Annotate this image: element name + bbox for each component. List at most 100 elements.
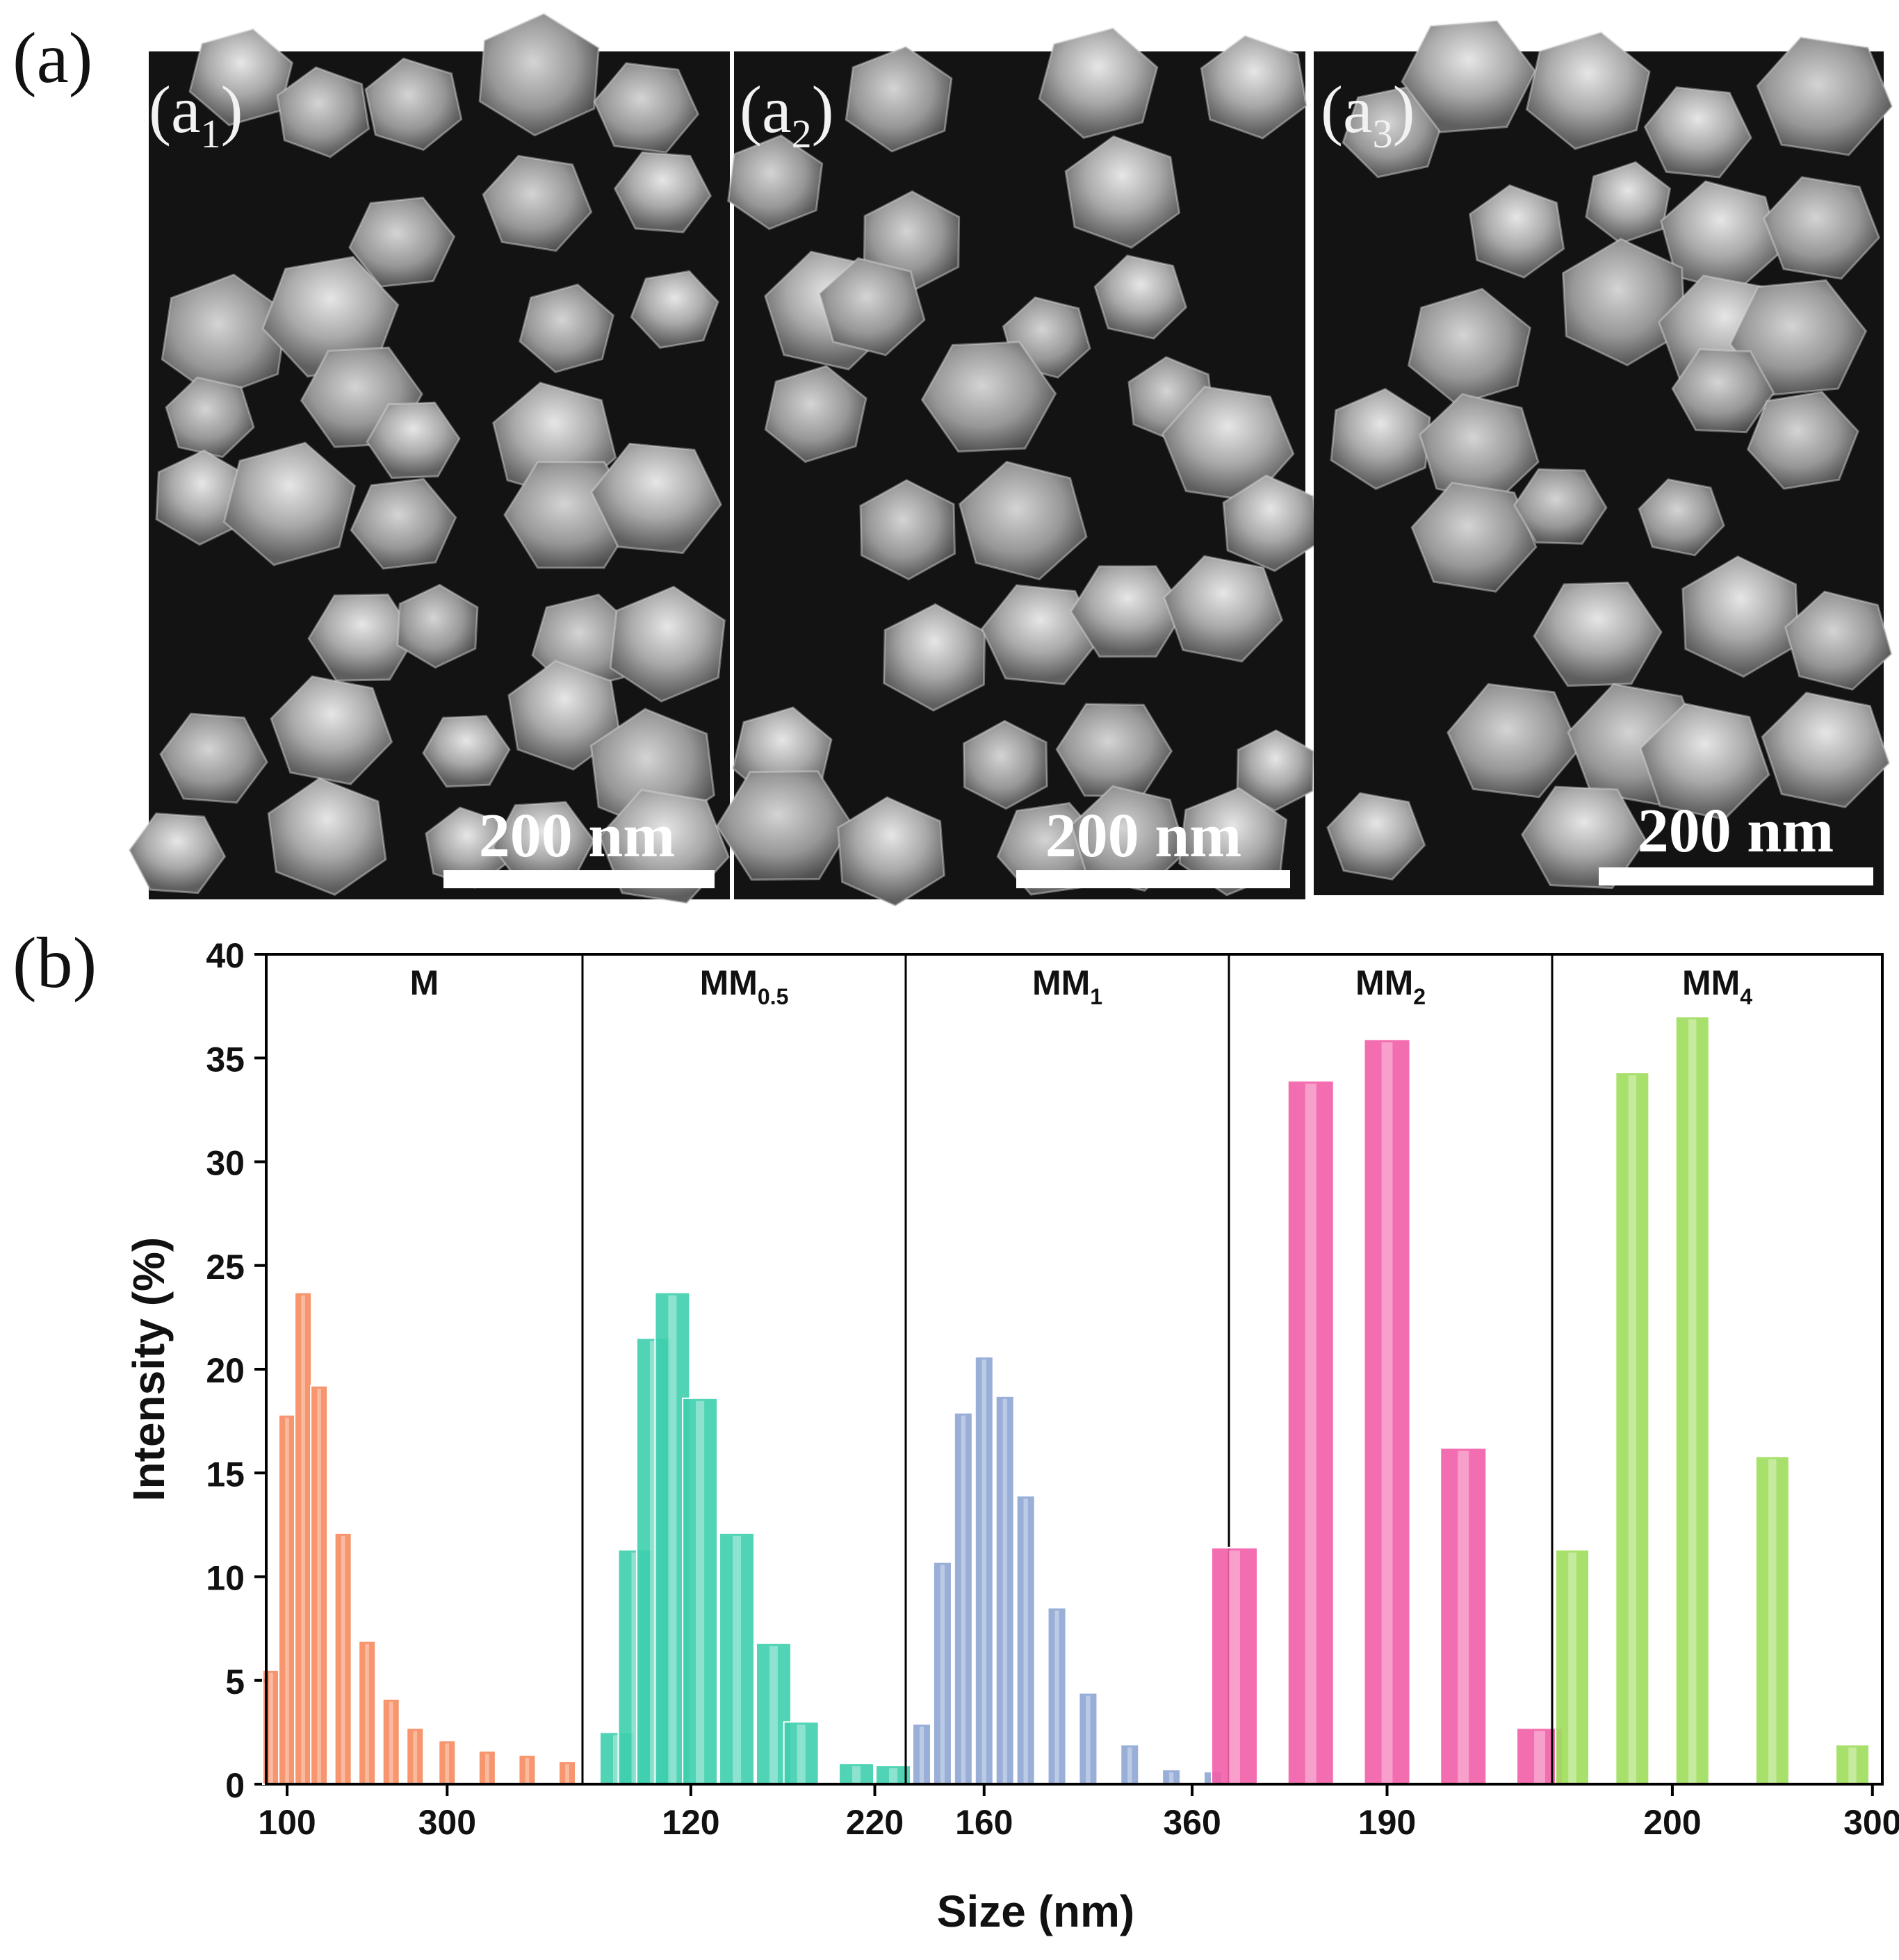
y-tick-label: 5 xyxy=(225,1663,245,1701)
sem-grain xyxy=(630,270,719,350)
size-distribution-chart: 0 5 10 15 20 25 30 35 40 100 300 M 120 220 MM0.5 160 36… xyxy=(124,936,1899,1936)
sem-image-1: (a1) 200 nm xyxy=(128,13,731,905)
sem-grain xyxy=(350,477,457,570)
sem-panel-label-a3: (a3) xyxy=(1321,72,1415,156)
bar-highlight xyxy=(1458,1451,1469,1783)
histogram-panel-m: 100 300 M xyxy=(258,963,576,1842)
y-tick-label: 30 xyxy=(206,1144,245,1183)
x-axis-label: Size (nm) xyxy=(937,1886,1134,1936)
y-tick-label: 15 xyxy=(206,1455,245,1494)
sem-grain xyxy=(845,45,953,153)
sem-grain xyxy=(963,719,1048,810)
bar-highlight xyxy=(961,1415,965,1783)
sem-grain xyxy=(1401,19,1537,133)
x-tick-label: 300 xyxy=(418,1803,476,1842)
bar xyxy=(1555,1549,1590,1786)
scale-bar-2 xyxy=(1016,870,1290,888)
bar-highlight xyxy=(1688,1019,1697,1783)
bar xyxy=(478,1750,496,1785)
sem-grain xyxy=(1064,135,1181,249)
sem-grain xyxy=(958,460,1088,580)
bar-highlight xyxy=(525,1758,530,1783)
sem-grain xyxy=(396,583,479,669)
bar-highlight xyxy=(1534,1731,1545,1783)
sem-grain xyxy=(1638,478,1725,557)
sem-grain xyxy=(818,256,926,357)
panel-title: MM4 xyxy=(1682,963,1752,1009)
bar-highlight xyxy=(1568,1552,1576,1783)
bar-highlight xyxy=(769,1646,778,1783)
bar-highlight xyxy=(341,1535,345,1783)
bar-highlight xyxy=(1023,1498,1028,1783)
bar xyxy=(783,1721,820,1785)
bar xyxy=(1754,1455,1790,1786)
bar-highlight xyxy=(389,1701,393,1783)
histogram-panel-mm4: 200 300 MM4 xyxy=(1551,954,1899,1842)
y-tick-label: 10 xyxy=(206,1559,245,1598)
bar xyxy=(1211,1546,1258,1785)
sem-grain xyxy=(1330,388,1431,491)
sem-panel-label-a2: (a2) xyxy=(740,72,834,156)
bar xyxy=(1615,1072,1650,1785)
sem-grain xyxy=(348,196,456,288)
bar xyxy=(310,1385,329,1785)
sem-grain xyxy=(837,796,945,907)
bar-highlight xyxy=(1768,1459,1777,1783)
y-tick-label: 0 xyxy=(225,1766,245,1805)
sem-grain xyxy=(276,66,370,158)
x-tick-label: 360 xyxy=(1163,1803,1221,1842)
bar xyxy=(278,1414,297,1786)
sem-image-2: (a2) 200 nm xyxy=(715,27,1319,907)
y-tick-label: 40 xyxy=(206,936,245,975)
sem-panel-label-a1: (a1) xyxy=(149,72,243,156)
bar-highlight xyxy=(445,1743,450,1783)
bar xyxy=(1047,1607,1067,1785)
bar xyxy=(1287,1080,1335,1785)
bar-highlight xyxy=(1169,1772,1174,1783)
sem-grain xyxy=(128,812,227,895)
bar-highlight xyxy=(1381,1042,1393,1783)
bar-highlight xyxy=(797,1724,806,1783)
x-tick-label: 200 xyxy=(1643,1803,1701,1842)
y-tick-label: 35 xyxy=(206,1040,245,1079)
bar-highlight xyxy=(1054,1610,1059,1783)
sem-grain xyxy=(613,151,712,234)
sem-grain xyxy=(920,341,1057,453)
bar-highlight xyxy=(285,1417,289,1783)
bar-highlight xyxy=(696,1400,705,1783)
scale-bar-3 xyxy=(1599,867,1873,885)
sem-grain xyxy=(1513,468,1608,545)
x-tick-label: 300 xyxy=(1843,1803,1899,1842)
sem-grain xyxy=(261,256,400,378)
sem-grain xyxy=(1762,176,1881,280)
bar xyxy=(518,1754,537,1785)
histogram-panel-mm2: 190 MM2 xyxy=(1211,954,1563,1842)
bar-highlight xyxy=(668,1295,677,1783)
sem-grain xyxy=(1236,729,1315,812)
histogram-panel-mm05: 120 220 MM0.5 xyxy=(581,954,911,1842)
sem-grain xyxy=(1525,31,1651,150)
sem-grain xyxy=(1070,785,1187,892)
sem-grain xyxy=(1326,792,1426,881)
x-tick-label: 190 xyxy=(1358,1803,1416,1842)
bar-highlight xyxy=(365,1644,370,1783)
bar-highlight xyxy=(889,1768,897,1783)
sem-grain xyxy=(165,376,255,459)
sem-grain xyxy=(1784,590,1893,691)
bar xyxy=(358,1640,377,1785)
bar-highlight xyxy=(733,1535,742,1783)
sem-grain xyxy=(1639,702,1770,821)
bar xyxy=(558,1761,576,1786)
bar xyxy=(382,1698,400,1785)
bar-highlight xyxy=(1002,1398,1007,1783)
x-tick-label: 120 xyxy=(662,1803,719,1842)
bar-highlight xyxy=(413,1731,418,1783)
bar xyxy=(406,1727,425,1786)
bar-highlight xyxy=(1086,1695,1091,1783)
bar-highlight xyxy=(1848,1747,1857,1783)
bar xyxy=(1016,1495,1036,1785)
scale-bar-1 xyxy=(443,870,715,888)
sem-grain xyxy=(1469,184,1565,279)
sem-grain xyxy=(593,62,700,154)
bar-highlight xyxy=(1229,1550,1240,1783)
